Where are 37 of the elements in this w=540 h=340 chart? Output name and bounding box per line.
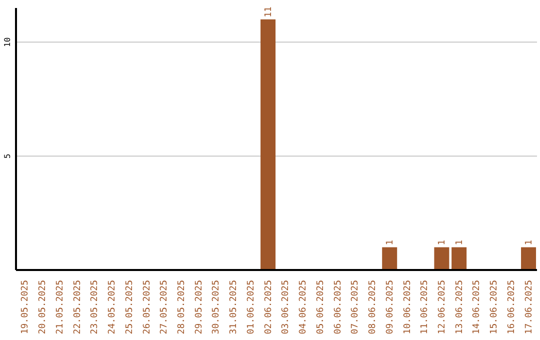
x-tick-label: 31.05.2025: [229, 280, 240, 334]
x-tick-label: 03.06.2025: [281, 280, 292, 334]
x-tick-label: 05.06.2025: [316, 280, 326, 334]
x-tick-label: 02.06.2025: [264, 280, 274, 334]
x-tick-label: 01.06.2025: [246, 280, 256, 334]
data-label: 1: [455, 240, 466, 246]
x-tick-label: 23.05.2025: [90, 280, 100, 334]
x-tick-label: 10.06.2025: [402, 280, 413, 334]
x-tick-label: 11.06.2025: [420, 280, 430, 334]
data-label: 11: [264, 6, 274, 18]
y-tick-label: 10: [3, 37, 12, 47]
data-label: 1: [386, 240, 396, 246]
x-tick-label: 20.05.2025: [38, 280, 48, 334]
data-label: 1: [438, 240, 448, 246]
x-tick-label: 17.06.2025: [524, 280, 534, 334]
x-tick-label: 16.06.2025: [506, 280, 517, 334]
x-tick-label: 25.05.2025: [124, 280, 135, 334]
x-tick-label: 28.05.2025: [176, 280, 187, 334]
data-label: 1: [524, 240, 535, 246]
x-tick-label: 14.06.2025: [472, 280, 482, 334]
x-tick-label: 24.05.2025: [108, 280, 118, 334]
x-tick-label: 21.05.2025: [55, 280, 66, 334]
x-tick-label: 12.06.2025: [437, 280, 448, 334]
x-tick-label: 19.05.2025: [20, 280, 31, 334]
x-tick-label: 30.05.2025: [212, 280, 222, 334]
x-tick-label: 07.06.2025: [350, 280, 361, 334]
x-tick-label: 15.06.2025: [490, 280, 500, 334]
x-tick-label: 22.05.2025: [72, 280, 83, 334]
x-tick-label: 08.06.2025: [368, 280, 378, 334]
x-tick-label: 27.05.2025: [160, 280, 170, 334]
y-tick-label: 5: [3, 154, 12, 158]
x-tick-label: 26.05.2025: [142, 280, 152, 334]
x-tick-label: 29.05.2025: [194, 280, 204, 334]
x-tick-label: 06.06.2025: [333, 280, 344, 334]
x-tick-label: 04.06.2025: [298, 280, 309, 334]
x-tick-label: 09.06.2025: [385, 280, 396, 334]
x-tick-label: 13.06.2025: [454, 280, 465, 334]
